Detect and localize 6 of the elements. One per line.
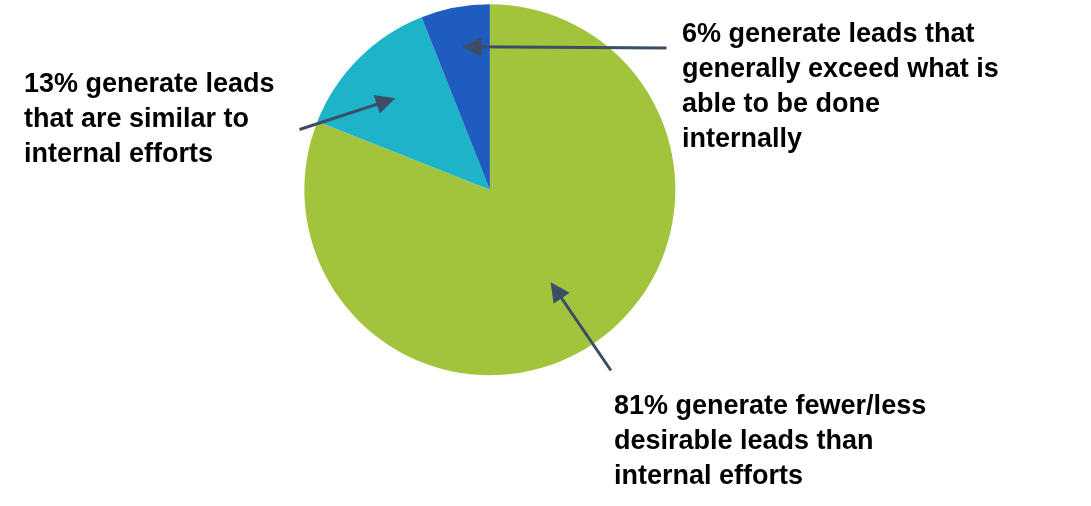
pie-slice xyxy=(317,17,490,190)
slice-label: 13% generate leads that are similar to internal efforts xyxy=(24,68,275,169)
slice-label: 6% generate leads that generally exceed what is able to be done internally xyxy=(682,18,999,154)
pie-slice xyxy=(304,4,676,376)
pie-slice xyxy=(421,4,490,190)
slice-label: 81% generate fewer/less desirable leads than internal efforts xyxy=(614,390,927,491)
